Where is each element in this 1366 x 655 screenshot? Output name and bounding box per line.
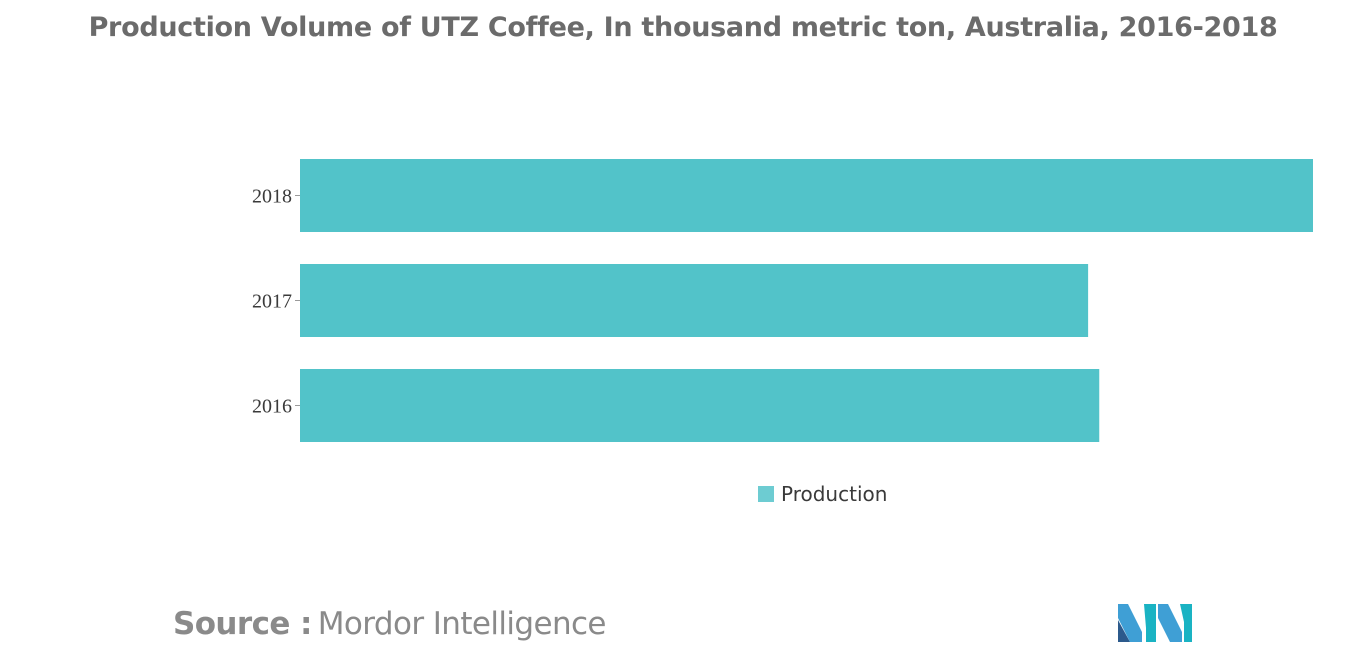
legend-label-production: Production <box>781 482 888 506</box>
chart-title: Production Volume of UTZ Coffee, In thou… <box>88 12 1278 43</box>
y-tick-label-2017: 2017 <box>252 291 292 313</box>
bar-2017 <box>300 264 1089 337</box>
source-prefix: Source : <box>173 606 312 642</box>
chart-legend: Production <box>758 482 887 506</box>
mordor-intelligence-logo-icon <box>1118 604 1192 642</box>
bar-2018 <box>300 159 1313 232</box>
source-name: Mordor Intelligence <box>317 606 607 642</box>
plot-area: 2018 2017 2016 <box>252 159 1313 442</box>
source-credit: Source : Mordor Intelligence <box>173 606 607 642</box>
legend-swatch-production <box>758 486 774 502</box>
bar-2016 <box>300 369 1100 442</box>
y-tick-label-2018: 2018 <box>252 186 292 208</box>
y-tick-label-2016: 2016 <box>252 396 292 418</box>
